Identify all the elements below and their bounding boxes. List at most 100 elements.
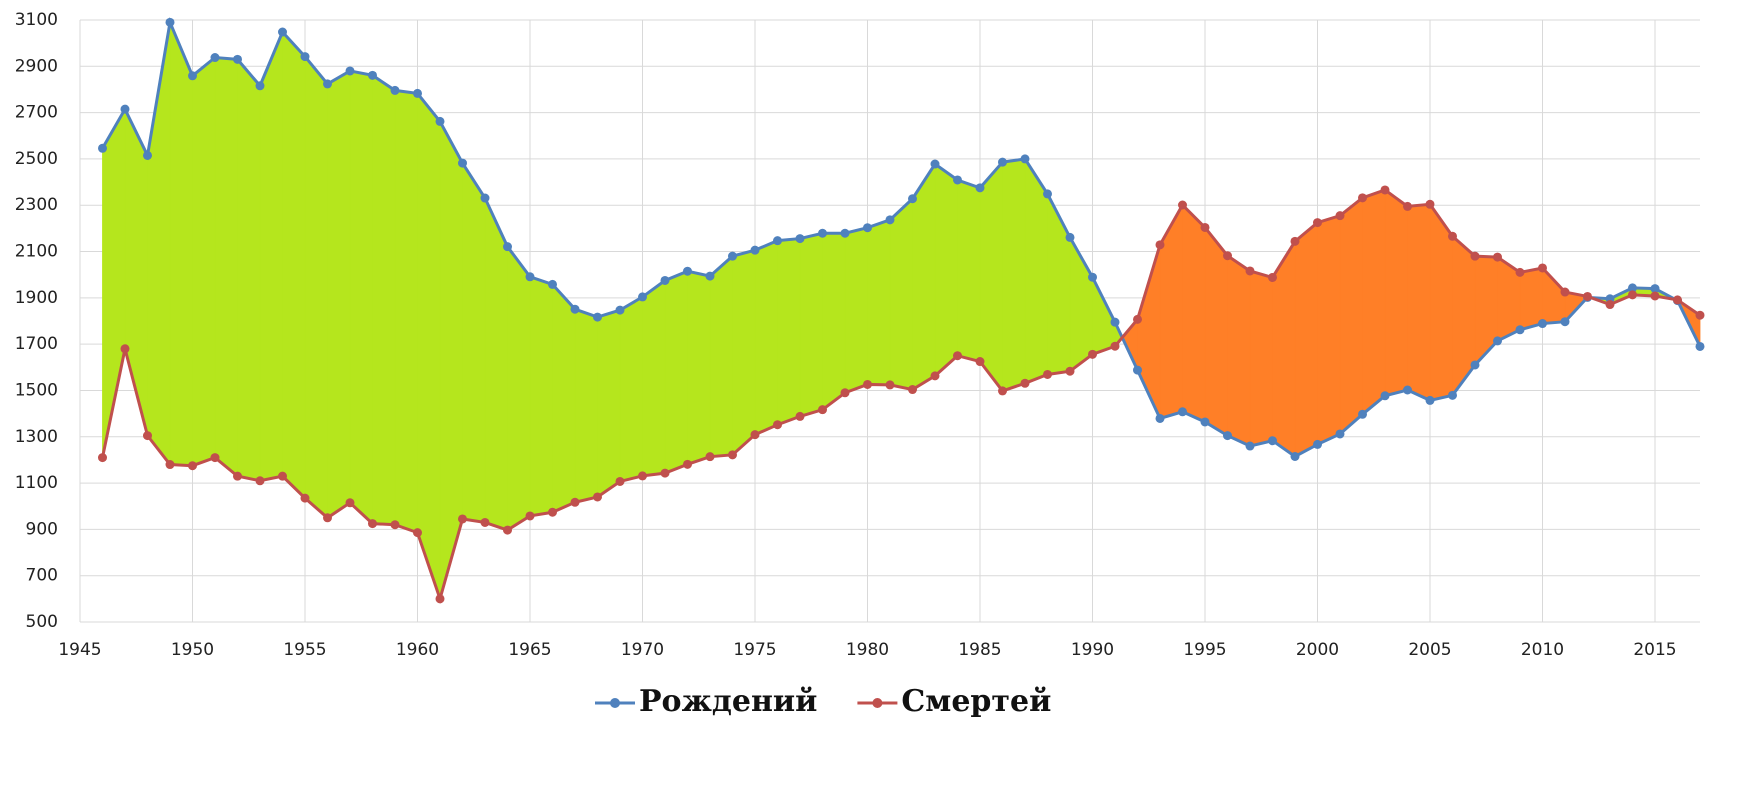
fill-area: [574, 308, 598, 503]
point: [1628, 283, 1637, 293]
fill-area: [1407, 203, 1431, 402]
point: [1020, 154, 1030, 164]
point: [300, 493, 310, 503]
point: [300, 52, 310, 62]
point: [1043, 369, 1052, 379]
fill-area: [394, 89, 418, 534]
point: [480, 193, 490, 203]
point: [368, 70, 377, 80]
legend-marker: [610, 698, 620, 708]
point: [548, 279, 557, 289]
point: [615, 305, 625, 315]
x-tick-label: 1990: [1071, 640, 1114, 660]
fill-area: [1317, 215, 1341, 446]
point: [728, 450, 737, 460]
fill-area: [237, 58, 261, 482]
point: [1403, 385, 1412, 395]
point: [165, 460, 175, 470]
legend-marker: [872, 698, 883, 708]
fill-area: [664, 270, 688, 474]
fill-area: [1249, 270, 1273, 447]
point: [818, 405, 827, 415]
point: [1560, 317, 1570, 327]
point: [233, 54, 242, 64]
series-line: [101, 188, 1701, 604]
y-tick-label: 700: [26, 566, 58, 586]
point: [255, 476, 265, 486]
point: [1088, 349, 1097, 359]
point: [1425, 199, 1435, 209]
fill-area: [1384, 189, 1408, 397]
point: [1178, 200, 1187, 210]
fill-area: [709, 255, 733, 458]
point: [435, 116, 445, 126]
point: [930, 159, 940, 169]
point: [1245, 441, 1255, 451]
point: [1178, 407, 1187, 417]
x-tick-label: 2010: [1521, 640, 1564, 660]
fill-area: [462, 161, 486, 523]
point: [390, 520, 400, 530]
point: [773, 236, 782, 246]
point: [98, 453, 107, 463]
fill-area: [732, 249, 756, 456]
point: [773, 420, 782, 430]
fill-area: [619, 296, 643, 482]
point: [953, 351, 962, 361]
point: [1403, 201, 1412, 211]
point: [345, 498, 355, 508]
point: [1290, 236, 1300, 246]
point: [345, 66, 355, 76]
y-tick-label: 1500: [15, 380, 58, 400]
fill-area: [214, 57, 238, 477]
point: [638, 292, 647, 302]
x-tick-label: 1950: [171, 640, 214, 660]
x-tick-label: 1995: [1183, 640, 1226, 660]
x-tick-label: 1970: [621, 640, 664, 660]
y-tick-label: 2100: [15, 242, 58, 262]
x-tick-label: 1945: [58, 640, 101, 660]
point: [278, 471, 287, 481]
point: [1110, 317, 1120, 327]
point: [503, 525, 512, 535]
point: [1695, 341, 1705, 351]
point: [143, 150, 152, 160]
point: [323, 513, 332, 523]
point: [435, 594, 445, 604]
point: [413, 88, 422, 98]
point: [120, 104, 130, 114]
fill-area: [1542, 266, 1566, 324]
legend-label: Смертей: [901, 684, 1051, 719]
point: [930, 371, 940, 381]
point: [1425, 395, 1435, 405]
point: [863, 223, 872, 233]
point: [683, 459, 692, 469]
fill-area: [417, 92, 441, 599]
fill-area: [259, 31, 283, 482]
point: [795, 234, 805, 244]
point: [1470, 360, 1480, 370]
y-tick-label: 2700: [15, 103, 58, 123]
fill-area: [979, 161, 1003, 393]
point: [278, 27, 287, 37]
y-tick-label: 2300: [15, 195, 58, 215]
fill-area: [889, 197, 913, 391]
areas: [102, 22, 1701, 599]
point: [1650, 291, 1660, 301]
point: [1448, 231, 1457, 241]
fill-area: [1519, 267, 1543, 331]
point: [1335, 429, 1345, 439]
point: [1628, 290, 1637, 300]
point: [683, 266, 692, 276]
point: [1380, 391, 1390, 401]
y-tick-label: 1900: [15, 288, 58, 308]
point: [638, 471, 647, 481]
point: [593, 492, 602, 502]
point: [1313, 439, 1322, 449]
point: [390, 85, 400, 95]
point: [705, 271, 715, 281]
point: [1380, 185, 1390, 195]
point: [1673, 295, 1682, 305]
y-tick-label: 1100: [15, 473, 58, 493]
